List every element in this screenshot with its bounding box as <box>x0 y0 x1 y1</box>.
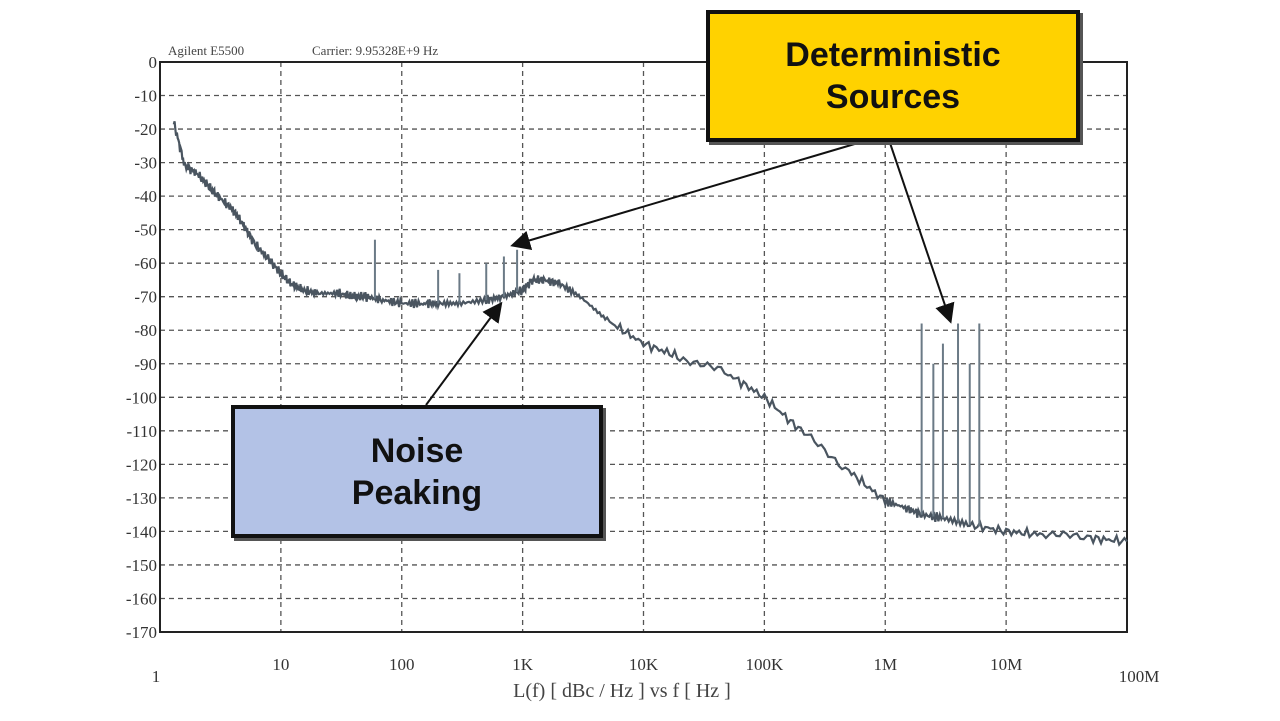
y-tick-label: -20 <box>134 120 157 139</box>
y-tick-label: -150 <box>126 556 157 575</box>
carrier-label: Carrier: 9.95328E+9 Hz <box>312 43 438 58</box>
y-tick-label: -80 <box>134 321 157 340</box>
x-tick-label: 1M <box>873 655 897 674</box>
x-tick-label: 100 <box>389 655 415 674</box>
arrow-to-noise-peak <box>425 301 503 406</box>
arrow-to-low-spurs <box>510 142 859 251</box>
x-tick-label: 100M <box>1119 667 1160 686</box>
y-tick-label: -170 <box>126 623 157 642</box>
y-tick-label: -30 <box>134 154 157 173</box>
x-axis-label: L(f) [ dBc / Hz ] vs f [ Hz ] <box>513 680 731 702</box>
x-tick-label: 1K <box>512 655 534 674</box>
noise-peaking-callout: Noise Peaking <box>231 405 603 538</box>
x-axis-tick-labels: 1 10 100 1K 10K 100K 1M 10M 100M <box>152 655 1160 686</box>
y-tick-label: -100 <box>126 388 157 407</box>
y-tick-label: -90 <box>134 355 157 374</box>
y-tick-label: -50 <box>134 221 157 240</box>
series-layer <box>172 121 1128 547</box>
y-tick-label: -130 <box>126 489 157 508</box>
callout-arrows <box>425 142 955 406</box>
y-tick-label: -160 <box>126 589 157 608</box>
spur-layer <box>373 239 981 527</box>
noise-series-line <box>172 121 1128 547</box>
y-tick-label: -140 <box>126 522 157 541</box>
deterministic-sources-callout: Deterministic Sources <box>706 10 1080 142</box>
y-tick-label: -40 <box>134 187 157 206</box>
gridlines <box>159 61 1128 633</box>
y-axis-tick-labels: 0 -10 -20 -30 -40 -50 -60 -70 -80 -90 -100 -110 -120… <box>126 53 157 642</box>
x-tick-label: 10 <box>272 655 289 674</box>
y-tick-label: -10 <box>134 87 157 106</box>
y-tick-label: -110 <box>126 422 157 441</box>
x-tick-label: 10M <box>990 655 1022 674</box>
instrument-label: Agilent E5500 <box>168 43 244 58</box>
y-tick-label: -60 <box>134 254 157 273</box>
x-tick-label: 100K <box>745 655 784 674</box>
y-tick-label: -70 <box>134 288 157 307</box>
y-tick-label: 0 <box>149 53 158 72</box>
x-tick-label: 1 <box>152 667 161 686</box>
arrow-to-high-spurs <box>889 142 955 324</box>
x-tick-label: 10K <box>629 655 659 674</box>
y-tick-label: -120 <box>126 455 157 474</box>
plot-area-frame <box>159 61 1128 633</box>
